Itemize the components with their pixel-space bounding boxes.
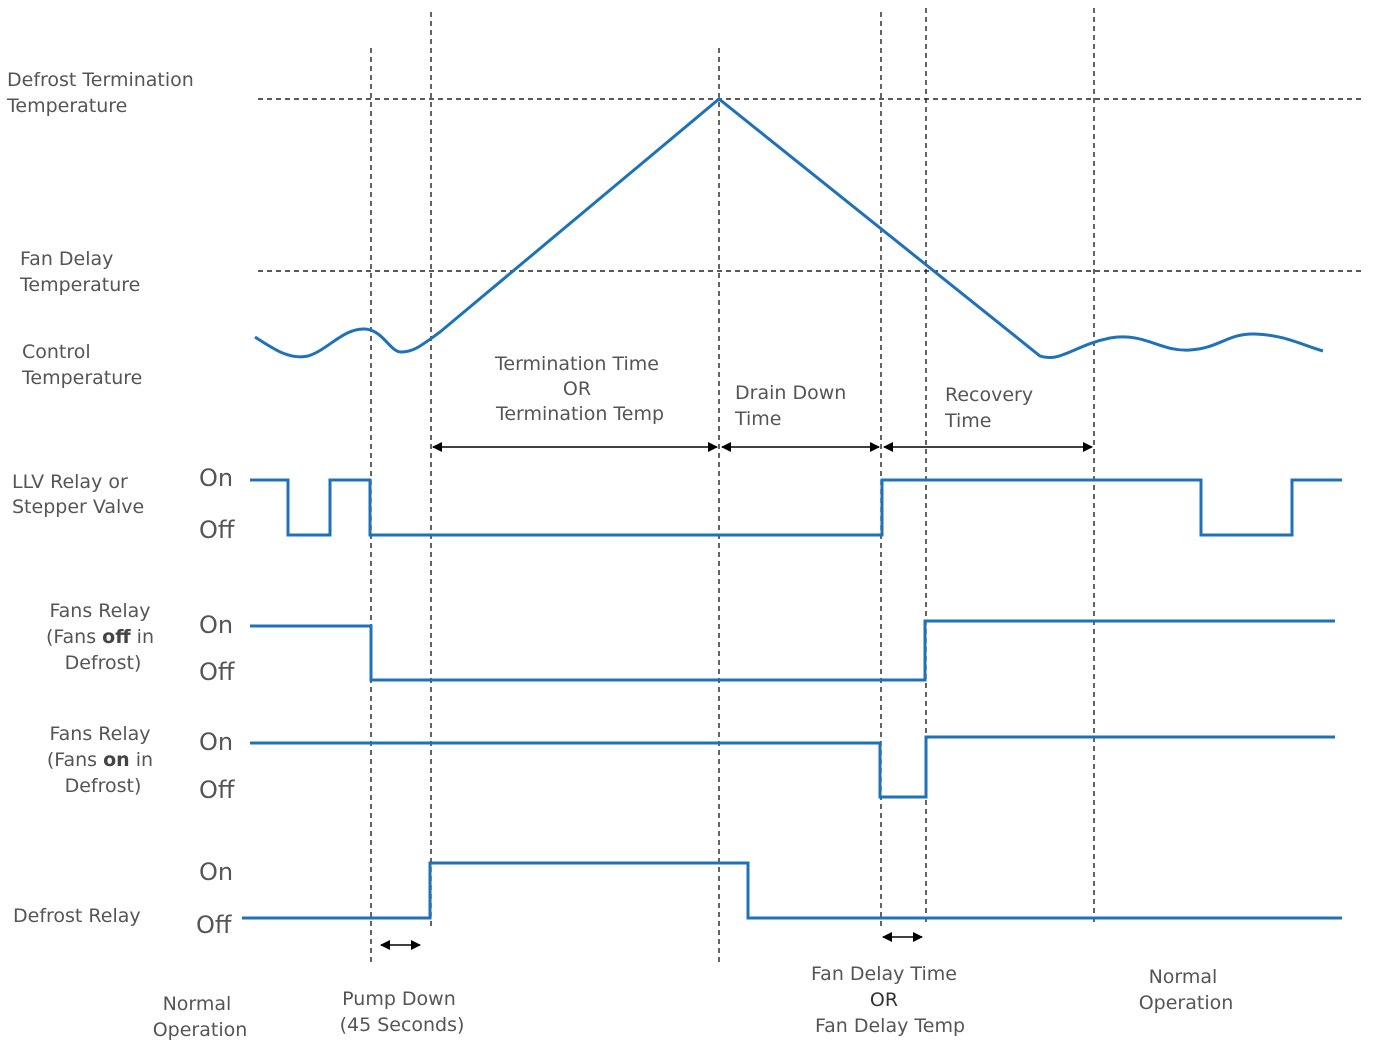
llv-relay-label: LLV Relay or Stepper Valve xyxy=(12,471,144,518)
fans-relay-on-in-defrost-trace xyxy=(250,735,1335,799)
fans-relay-on-label: Fans Relay (Fans on in Defrost) xyxy=(47,723,159,797)
termination-interval-label: Termination Time OR Termination Temp xyxy=(494,353,665,425)
llv-relay-trace xyxy=(250,478,1342,537)
fans-on-off-label: Off xyxy=(199,776,235,804)
defrost-relay-label: Defrost Relay xyxy=(13,905,141,927)
fans-relay-off-in-defrost-trace xyxy=(250,619,1335,682)
fans-off-off-label: Off xyxy=(199,658,235,686)
defrost-off-label: Off xyxy=(196,911,232,939)
defrost-on-label: On xyxy=(199,858,233,886)
temperature-curve xyxy=(254,97,1324,359)
fans-off-on-label: On xyxy=(199,611,233,639)
defrost-termination-temperature-label: Defrost Termination Temperature xyxy=(6,69,200,117)
defrost-relay-trace xyxy=(242,861,1342,920)
pump-down-label: Pump Down (45 Seconds) xyxy=(340,988,465,1036)
llv-on-label: On xyxy=(199,464,233,492)
normal-operation-start-label: Normal Operation xyxy=(153,993,248,1041)
recovery-interval-label: Recovery Time xyxy=(944,384,1039,432)
fan-delay-label: Fan Delay Time OR Fan Delay Temp xyxy=(811,963,965,1037)
fans-relay-off-label: Fans Relay (Fans off in Defrost) xyxy=(46,600,160,674)
fans-on-on-label: On xyxy=(199,728,233,756)
normal-operation-end-label: Normal Operation xyxy=(1139,966,1234,1014)
control-temperature-label: Control Temperature xyxy=(21,341,142,389)
drain-down-interval-label: Drain Down Time xyxy=(734,382,852,430)
fan-delay-temperature-label: Fan Delay Temperature xyxy=(19,248,140,296)
llv-off-label: Off xyxy=(199,516,235,544)
